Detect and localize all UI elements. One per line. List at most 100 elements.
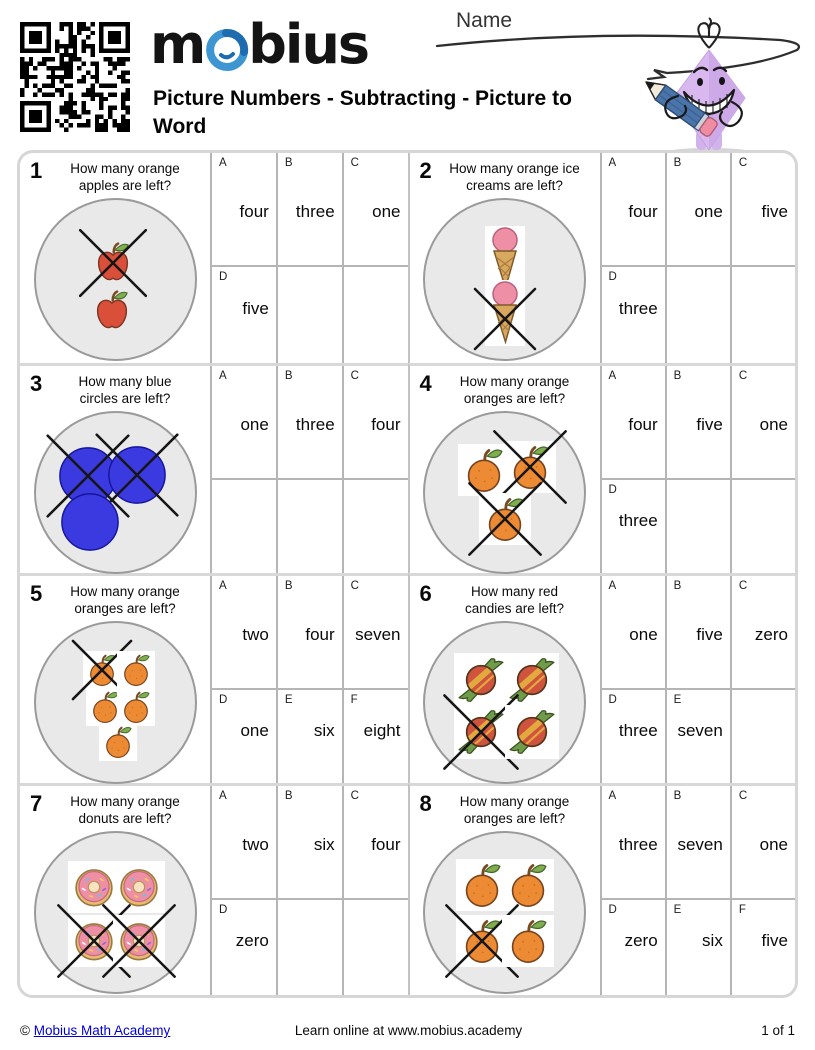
orange-icon xyxy=(99,723,138,761)
answer-letter: B xyxy=(284,580,293,592)
pencil-icon xyxy=(645,81,718,137)
cross-out-mark xyxy=(492,429,568,505)
answer-word: four xyxy=(628,415,658,435)
donut-icon xyxy=(68,860,121,913)
orange-icon xyxy=(116,688,155,727)
answer-letter: E xyxy=(673,694,682,706)
mobius-academy-link[interactable]: Mobius Math Academy xyxy=(33,1023,171,1038)
qr-code xyxy=(20,22,130,132)
answer-letter: C xyxy=(738,790,748,802)
answer-word: seven xyxy=(677,835,723,855)
problem-question: How many orange ice creams are left? xyxy=(449,161,580,193)
problem-number: 6 xyxy=(419,581,432,606)
problem-card: 2 How many orange ice creams are left? A… xyxy=(407,153,796,363)
answer-cell xyxy=(275,265,342,363)
answer-letter: D xyxy=(608,904,617,916)
answer-letter: C xyxy=(738,580,748,592)
answer-word: three xyxy=(618,835,658,855)
answer-letter: C xyxy=(350,580,359,592)
bluecircle-icon xyxy=(59,491,121,553)
answer-cell xyxy=(341,478,408,573)
cross-out-mark xyxy=(473,287,537,351)
problem-number: 5 xyxy=(30,581,43,606)
answer-word: one xyxy=(240,415,269,435)
answer-word: zero xyxy=(235,931,269,951)
answer-letter: D xyxy=(608,271,617,283)
cross-out-mark xyxy=(467,481,543,557)
answer-word: five xyxy=(761,202,788,222)
answer-word: four xyxy=(371,835,401,855)
logo-text-bius: bius xyxy=(248,13,370,76)
cross-out-mark xyxy=(45,433,131,519)
answer-word: zero xyxy=(624,931,658,951)
problem-question: How many orange donuts are left? xyxy=(70,794,180,826)
answer-word: one xyxy=(694,202,723,222)
answer-cell xyxy=(664,478,730,573)
answer-letter: B xyxy=(284,157,293,169)
answer-letter: B xyxy=(673,157,682,169)
answer-cell xyxy=(341,265,408,363)
answer-letter: D xyxy=(608,484,617,496)
answer-letter: A xyxy=(608,370,617,382)
answer-letter: A xyxy=(219,157,227,169)
answer-letter: D xyxy=(219,694,228,706)
answer-cell xyxy=(729,478,795,573)
answer-word: eight xyxy=(363,720,401,740)
cross-out-mark xyxy=(101,903,177,979)
problem-question: How many orange apples are left? xyxy=(70,161,180,193)
answer-word: one xyxy=(629,625,658,645)
problem-picture-circle xyxy=(423,410,586,574)
problem-number: 3 xyxy=(30,371,43,396)
problem-number: 8 xyxy=(419,791,432,816)
candy-icon xyxy=(453,652,508,707)
question-column: 4 How many orange oranges are left? xyxy=(410,366,600,574)
problem-number: 7 xyxy=(30,791,43,816)
answer-word: five xyxy=(761,931,788,951)
answer-word: three xyxy=(618,298,658,318)
answer-letter: A xyxy=(608,790,617,802)
answer-letter: F xyxy=(738,904,746,916)
answer-letter: B xyxy=(673,370,682,382)
question-column: 5 How many orange oranges are left? xyxy=(20,576,210,784)
problem-number: 2 xyxy=(419,158,432,183)
answer-word: three xyxy=(618,510,658,530)
answer-word: six xyxy=(702,931,723,951)
answer-word: one xyxy=(759,835,788,855)
page-footer: © Mobius Math Academy Learn online at ww… xyxy=(20,1023,797,1043)
answer-word: one xyxy=(240,720,269,740)
answer-letter: B xyxy=(673,790,682,802)
orange-icon xyxy=(502,914,555,967)
problem-number: 4 xyxy=(419,371,432,396)
answer-cell xyxy=(729,265,795,363)
question-column: 7 How many orange donuts are left? xyxy=(20,786,210,995)
answer-word: one xyxy=(372,202,401,222)
problem-picture-circle xyxy=(423,830,586,994)
problem-question: How many orange oranges are left? xyxy=(459,794,570,826)
answer-word: five xyxy=(242,298,269,318)
answer-cell xyxy=(275,478,342,573)
mobius-o-swirl-icon xyxy=(206,29,249,71)
apple-icon xyxy=(89,288,135,334)
answer-word: seven xyxy=(355,625,401,645)
answer-letter: E xyxy=(284,694,293,706)
answer-letter: B xyxy=(284,790,293,802)
